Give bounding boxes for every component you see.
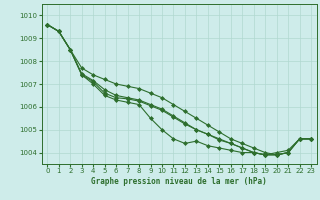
X-axis label: Graphe pression niveau de la mer (hPa): Graphe pression niveau de la mer (hPa) [91,177,267,186]
